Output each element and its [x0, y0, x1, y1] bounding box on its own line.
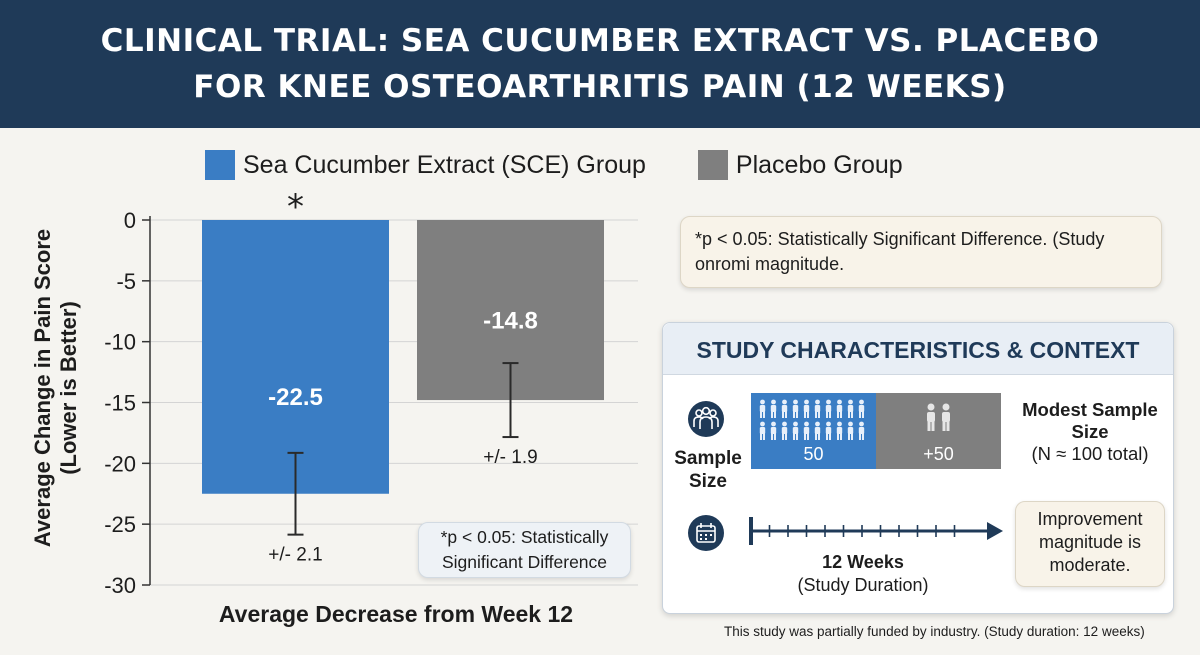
- person-icon: [781, 421, 788, 440]
- panel-title: STUDY CHARACTERISTICS & CONTEXT: [663, 323, 1173, 375]
- placebo-sample-bar: +50: [876, 393, 1001, 469]
- x-axis-label: Average Decrease from Week 12: [219, 601, 573, 627]
- chart-legend: Sea Cucumber Extract (SCE) Group Placebo…: [205, 150, 955, 180]
- title-line-2: FOR KNEE OSTEOARTHRITIS PAIN (12 WEEKS): [193, 69, 1007, 105]
- person-icon: [847, 421, 854, 440]
- improvement-note: Improvement magnitude is moderate.: [1015, 501, 1165, 587]
- chart-significance-note: *p < 0.05: Statistically Significant Dif…: [418, 522, 631, 578]
- y-tick-label: -15: [104, 391, 136, 416]
- sce-sample-bar: 50: [751, 393, 876, 469]
- person-icon: [814, 421, 821, 440]
- bar-value-label: -22.5: [268, 384, 323, 411]
- sce-people-row-2: [757, 421, 867, 441]
- person-icon: [836, 421, 843, 440]
- placebo-people-icon: [927, 403, 950, 431]
- y-tick-label: -30: [104, 573, 136, 598]
- people-group-icon: [688, 401, 724, 437]
- person-icon: [770, 399, 777, 418]
- bar-sce: [202, 220, 389, 494]
- person-icon: [836, 399, 843, 418]
- error-label: +/- 1.9: [483, 447, 537, 468]
- person-icon: [792, 421, 799, 440]
- total-n-label: (N ≈ 100 total): [1031, 443, 1149, 464]
- bar-chart: 0 -5 -10 -15 -20 -25 -30 -22.5 +/- 2.1 -14.8 +/- 1…: [30, 187, 638, 627]
- weeks-detail-label: (Study Duration): [797, 575, 929, 595]
- legend-label-placebo: Placebo Group: [735, 150, 903, 179]
- person-icon: [814, 399, 821, 418]
- y-tick-label: -5: [116, 269, 136, 294]
- sce-people-row-1: [757, 399, 867, 419]
- weeks-count-label: 12 Weeks: [822, 552, 904, 572]
- person-icon: [770, 421, 777, 440]
- title-line-1: CLINICAL TRIAL: SEA CUCUMBER EXTRACT VS.…: [100, 23, 1100, 59]
- timeline-arrow-head: [987, 522, 1003, 540]
- study-characteristics-panel: STUDY CHARACTERISTICS & CONTEXT Sample S…: [662, 322, 1174, 614]
- y-tick-label: -25: [104, 512, 136, 537]
- legend-swatch-sce: [205, 150, 235, 180]
- legend-item-sce: Sea Cucumber Extract (SCE) Group: [205, 150, 646, 180]
- y-tick-label: -10: [104, 330, 136, 355]
- person-icon: [781, 399, 788, 418]
- person-icon: [803, 421, 810, 440]
- person-icon: [803, 399, 810, 418]
- header-banner: CLINICAL TRIAL: SEA CUCUMBER EXTRACT VS.…: [0, 0, 1200, 128]
- person-icon: [825, 421, 832, 440]
- sce-sample-count: 50: [803, 444, 824, 464]
- y-tick-label: -20: [104, 451, 136, 476]
- bar-value-label: -14.8: [483, 307, 538, 334]
- sample-size-summary: Modest Sample Size (N ≈ 100 total): [1015, 399, 1165, 465]
- legend-swatch-placebo: [697, 150, 728, 180]
- error-label: +/- 2.1: [268, 545, 322, 566]
- calendar-icon: [688, 515, 724, 551]
- study-duration-timeline: [749, 517, 1003, 545]
- person-icon: [792, 399, 799, 418]
- significance-note: *p < 0.05: Statistically Significant Dif…: [680, 216, 1162, 288]
- y-tick-label: 0: [124, 208, 136, 233]
- legend-item-placebo: Placebo Group: [697, 150, 903, 180]
- funding-footnote: This study was partially funded by indus…: [724, 624, 1145, 639]
- person-icon: [847, 399, 854, 418]
- person-icon: [825, 399, 832, 418]
- modest-sample-size-label: Modest Sample Size: [1022, 399, 1158, 442]
- study-duration-label: 12 Weeks (Study Duration): [773, 551, 953, 597]
- person-icon: [858, 421, 865, 440]
- sample-size-label: Sample Size: [674, 448, 742, 492]
- significance-marker: *: [287, 187, 304, 227]
- person-icon: [759, 421, 766, 440]
- person-icon: [759, 399, 766, 418]
- person-icon: [858, 399, 865, 418]
- y-axis-label-line-2: (Lower is Better): [56, 301, 81, 475]
- placebo-sample-count: +50: [923, 444, 954, 464]
- y-axis-label-line-1: Average Change in Pain Score: [30, 229, 55, 547]
- legend-label-sce: Sea Cucumber Extract (SCE) Group: [243, 150, 646, 179]
